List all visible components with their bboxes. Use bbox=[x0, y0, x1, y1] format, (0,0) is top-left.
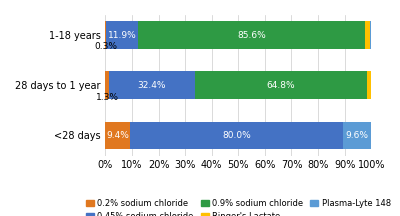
Text: 9.6%: 9.6% bbox=[346, 131, 369, 140]
Bar bbox=[109, 71, 195, 99]
Text: 32.4%: 32.4% bbox=[138, 81, 166, 90]
Bar bbox=[105, 21, 106, 49]
Text: 9.4%: 9.4% bbox=[106, 131, 129, 140]
Bar bbox=[105, 122, 130, 149]
Text: 11.9%: 11.9% bbox=[108, 31, 136, 40]
Bar bbox=[105, 71, 109, 99]
Text: 80.0%: 80.0% bbox=[222, 131, 251, 140]
Bar bbox=[366, 21, 370, 49]
Bar bbox=[195, 71, 367, 99]
Text: 0.3%: 0.3% bbox=[94, 43, 117, 51]
Bar bbox=[106, 21, 138, 49]
Bar bbox=[370, 21, 371, 49]
Bar bbox=[367, 71, 371, 99]
Bar bbox=[138, 21, 366, 49]
Text: 1.3%: 1.3% bbox=[96, 92, 118, 102]
Legend: 0.2% sodium chloride, 0.45% sodium chloride, 0.9% sodium chloride, Ringer's Lact: 0.2% sodium chloride, 0.45% sodium chlor… bbox=[82, 196, 394, 216]
Text: 85.6%: 85.6% bbox=[237, 31, 266, 40]
Bar bbox=[343, 122, 371, 149]
Text: 64.8%: 64.8% bbox=[267, 81, 296, 90]
Bar bbox=[130, 122, 343, 149]
